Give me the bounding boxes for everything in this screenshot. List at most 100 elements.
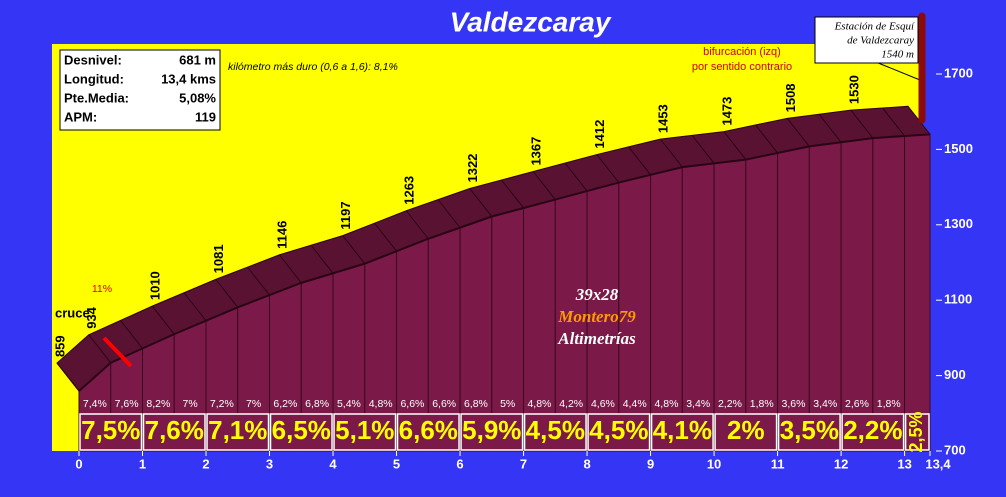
half-km-gradient: 1,8% [750,398,774,410]
km-box [206,413,270,451]
km-gradient: 5,9% [462,415,521,445]
x-tick-label: 13,4 [925,456,951,471]
km-box [142,413,206,451]
x-tick-label: 6 [456,456,463,471]
elevation-label: 1010 [148,271,163,300]
stat-label: APM: [64,109,97,124]
y-tick-label: 1700 [944,65,973,80]
half-km-gradient: 6,2% [273,398,297,410]
band-stripe [374,222,397,252]
band-stripe [342,235,366,264]
band-stripe [786,118,810,147]
stats-box [59,49,221,131]
km-gradient: 2,2% [843,415,902,445]
half-km-gradient: 6,6% [432,398,456,410]
band-stripe [532,171,556,200]
band-stripe [278,254,302,284]
elevation-label: 1473 [719,97,734,126]
end-note: 1540 m [881,49,914,61]
band-stripe [151,305,175,335]
x-tick-label: 8 [583,456,590,471]
half-km-gradient: 4,6% [591,398,615,410]
y-tick-label: 700 [944,442,966,457]
km-box [333,413,397,451]
x-tick-label: 2 [202,456,209,471]
half-km-gradient: 4,8% [527,398,551,410]
band-stripe [437,199,461,228]
credit: Altimetrías [557,329,636,348]
stat-value: 5,08% [179,90,216,105]
band-stripe [882,107,905,137]
end-note: Estación de Esquí [834,21,915,33]
km-box [904,413,930,451]
half-km-gradient: 2,6% [845,398,869,410]
y-tick-label: 1300 [944,216,973,231]
half-km-gradient: 5% [500,398,515,410]
stat-value: 119 [195,109,216,124]
band-stripe [215,279,239,308]
elevation-label: 1263 [402,176,417,205]
elevation-label: 1530 [846,75,861,104]
x-tick-label: 3 [266,456,273,471]
km-gradient: 6,6% [399,415,458,445]
steep-note: 11% [92,283,112,295]
x-tick-label: 9 [647,456,654,471]
km-gradient: 3,5% [780,415,839,445]
x-tick-label: 4 [329,456,337,471]
half-km-gradient: 1,8% [877,398,901,410]
elevation-label: 1197 [338,201,353,229]
half-km-gradient: 4,4% [623,398,647,410]
elevation-label: 1412 [592,120,607,149]
half-km-gradient: 7,2% [210,398,234,410]
band-stripe [501,179,524,209]
km-gradient: 4,1% [653,415,712,445]
km-gradient: 7,6% [145,415,204,445]
half-km-gradient: 7,6% [115,398,139,410]
band-stripe [818,113,842,143]
km-box [523,413,587,451]
band-stripe [850,109,874,139]
x-tick-label: 0 [75,456,82,471]
km-gradient: 4,5% [526,415,585,445]
x-tick-label: 7 [520,456,527,471]
hardest-km-note: kilómetro más duro (0,6 a 1,6): 8,1% [228,61,398,73]
km-gradient: 2% [727,415,765,445]
band-stripe [691,135,715,164]
x-tick-label: 12 [834,456,848,471]
end-note: de Valdezcaray [847,35,914,47]
half-km-gradient: 7,4% [83,398,107,410]
half-km-gradient: 6,8% [464,398,488,410]
km-box [714,413,778,451]
band-stripe [310,244,334,274]
km-gradient: 6,5% [272,415,331,445]
half-km-gradient: 7% [183,398,198,410]
half-km-gradient: 4,2% [559,398,583,410]
km-box [777,413,841,451]
x-tick-label: 10 [707,456,721,471]
stat-label: Desnivel: [64,52,122,67]
elevation-label: 934 [84,306,99,328]
elevation-label: 1322 [465,154,480,183]
band-stripe [120,320,143,349]
half-km-gradient: 6,8% [305,398,329,410]
band-stripe [469,188,493,217]
elevation-label: 1453 [656,104,671,133]
band-stripe [183,292,207,322]
elevation-label: 859 [52,335,67,357]
credit: 39x28 [575,285,619,304]
junction-note: bifurcación (izq) [703,46,781,58]
y-tick-label: 1100 [944,292,972,307]
band-stripe [56,362,80,392]
half-km-gradient: 2,2% [718,398,742,410]
half-km-gradient: 5,4% [337,398,361,410]
half-km-gradient: 8,2% [146,398,170,410]
km-box [841,413,905,451]
x-tick-label: 13 [897,456,911,471]
stat-label: Pte.Media: [64,90,129,105]
y-tick-label: 1500 [944,141,973,156]
half-km-gradient: 3,4% [813,398,837,410]
segment-face [904,133,931,452]
elevation-label: 1367 [529,137,544,166]
band-stripe [564,162,588,192]
